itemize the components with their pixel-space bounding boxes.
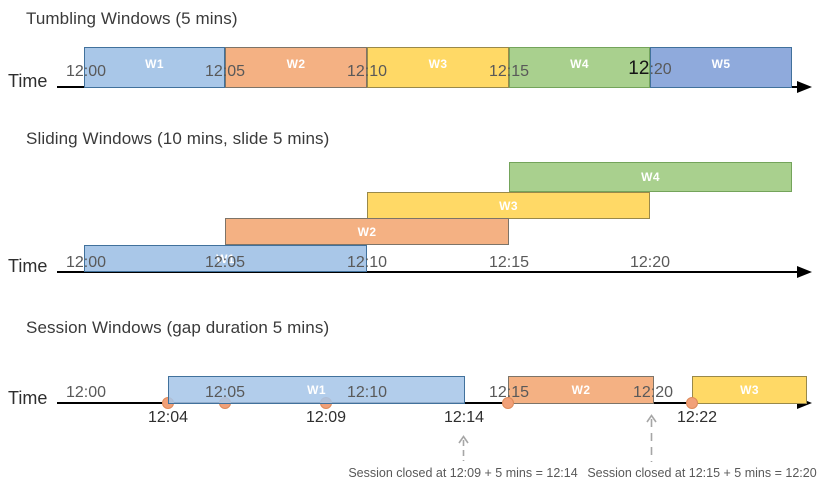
window-label: W4	[641, 170, 660, 184]
tick-label: 12:15	[488, 384, 530, 401]
event-dot	[502, 397, 514, 409]
session-window-w2: W2	[508, 376, 654, 404]
close-time-label: 12:14	[443, 409, 485, 426]
sliding-window-w3: W3	[367, 192, 650, 219]
sliding-window-w4: W4	[509, 162, 792, 192]
tumbling-window-w1: W1	[84, 47, 225, 88]
session-window-w3: W3	[692, 376, 807, 404]
arrow-right-icon	[797, 266, 812, 278]
tick-label: 12:20	[632, 384, 674, 401]
session-close-annotation: Session closed at 12:15 + 5 mins = 12:20	[587, 466, 817, 480]
window-label: W1	[145, 57, 164, 71]
tumbling-window-w2: W2	[225, 47, 367, 88]
session-close-annotation: Session closed at 12:09 + 5 mins = 12:14	[348, 466, 578, 480]
tick-label: 12:15	[488, 254, 530, 271]
tumbling-window-w3: W3	[367, 47, 509, 88]
sliding-window-w1: W1	[84, 245, 367, 272]
tumbling-title: Tumbling Windows (5 mins)	[26, 9, 238, 28]
window-label: W2	[571, 383, 591, 397]
tick-label: 12:00	[65, 254, 107, 271]
time-axis-label: Time	[8, 388, 48, 408]
tick-label: 12:05	[204, 254, 246, 271]
window-label: W5	[711, 57, 731, 71]
window-label: W4	[570, 57, 589, 71]
tick-label: 12:10	[346, 63, 388, 80]
tick-label: 12:20	[629, 254, 671, 271]
event-time-label: 12:04	[147, 409, 189, 426]
time-axis-label: Time	[8, 71, 48, 91]
tick-label: 12:00	[65, 63, 107, 80]
event-time-label: 12:22	[676, 409, 718, 426]
arrow-right-icon	[797, 81, 812, 93]
tumbling-window-w4: W4	[509, 47, 650, 88]
tick-label: 12:05	[204, 384, 246, 401]
event-time-label: 12:09	[305, 409, 347, 426]
tick-label: 12:20	[628, 58, 672, 79]
session-window-w1: W1	[168, 376, 465, 404]
window-label: W3	[740, 383, 759, 397]
time-axis-label: Time	[8, 256, 48, 276]
tick-minutes: :20	[649, 61, 672, 78]
dashed-arrow-up-icon	[646, 414, 657, 462]
window-label: W3	[499, 198, 518, 213]
sliding-title: Sliding Windows (10 mins, slide 5 mins)	[26, 129, 330, 148]
tick-label: 12:00	[65, 384, 107, 401]
tick-label: 12:15	[488, 63, 530, 80]
tick-label: 12:05	[204, 63, 246, 80]
timeline	[57, 271, 798, 273]
event-dot	[686, 397, 698, 409]
tick-hour: 12	[628, 58, 650, 79]
tick-label: 12:10	[346, 384, 388, 401]
sliding-window-w2: W2	[225, 218, 509, 245]
window-label: W1	[307, 383, 326, 397]
window-label: W1	[216, 251, 235, 266]
window-label: W2	[357, 224, 377, 239]
dashed-arrow-up-icon	[458, 435, 469, 461]
window-label: W3	[428, 57, 448, 71]
tick-label: 12:10	[346, 254, 388, 271]
tumbling-window-w5: W5	[650, 47, 792, 88]
window-label: W2	[286, 57, 306, 71]
session-title: Session Windows (gap duration 5 mins)	[26, 318, 330, 337]
